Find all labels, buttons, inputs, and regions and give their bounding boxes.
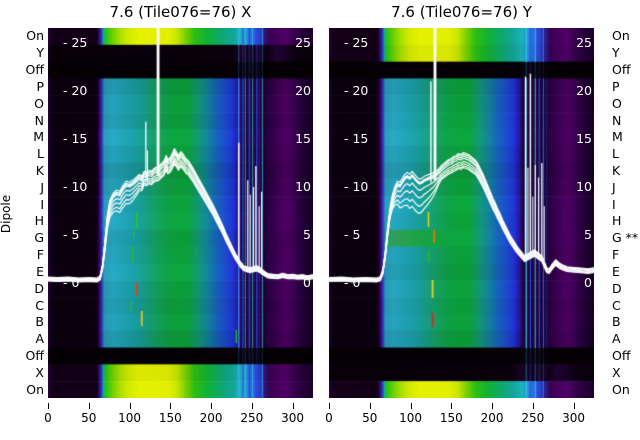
row-label-left: B [35, 314, 44, 330]
x-tick-mark [369, 403, 371, 409]
x-tick-mark [532, 403, 534, 409]
x-tick-label: 0 [325, 411, 333, 425]
row-label-right: L [612, 146, 619, 162]
heatmap-x-canvas [48, 28, 313, 398]
row-label-right: O [612, 95, 622, 111]
row-label-left: O [34, 95, 44, 111]
row-label-left: I [40, 196, 44, 212]
panel-y-title: 7.6 (Tile076=76) Y [391, 3, 532, 21]
row-label-right: M [612, 129, 623, 145]
row-label-left: L [37, 146, 44, 162]
row-label-left: C [35, 297, 44, 313]
row-label-left: Off [25, 347, 44, 363]
row-label-right: E [612, 263, 620, 279]
x-tick-label: 300 [281, 411, 305, 425]
panel-x-title: 7.6 (Tile076=76) X [109, 3, 252, 21]
row-label-right: On [612, 28, 630, 44]
row-label-right: I [612, 196, 616, 212]
x-tick-mark [211, 403, 213, 409]
row-label-left: P [36, 78, 44, 94]
row-label-left: Y [36, 45, 44, 61]
x-tick-label: 100 [118, 411, 141, 425]
row-label-left: K [35, 162, 44, 178]
row-label-right: B [612, 314, 621, 330]
row-label-left: D [34, 280, 44, 296]
x-tick-mark [410, 403, 412, 409]
row-label-right: X [612, 364, 621, 380]
row-label-right: D [612, 280, 622, 296]
row-label-right: On [612, 381, 630, 397]
x-tick-mark [492, 403, 494, 409]
row-label-right: Y [612, 45, 620, 61]
x-tick-mark [451, 403, 453, 409]
row-label-right: P [612, 78, 620, 94]
x-tick-label: 200 [199, 411, 223, 425]
row-label-right: H [612, 213, 622, 229]
row-label-left: F [36, 247, 44, 263]
row-label-left: N [34, 112, 44, 128]
x-tick-label: 150 [439, 411, 463, 425]
row-label-right: F [612, 247, 620, 263]
x-tick-label: 250 [240, 411, 264, 425]
x-tick-mark [573, 403, 575, 409]
row-label-right: C [612, 297, 621, 313]
row-label-left: Off [25, 62, 44, 78]
x-tick-label: 50 [81, 411, 97, 425]
row-label-left: A [35, 331, 44, 347]
heatmap-y-canvas [329, 28, 594, 398]
row-label-right: Off [612, 62, 631, 78]
x-tick-mark [88, 403, 90, 409]
row-label-right: J [612, 179, 616, 195]
row-label-right: K [612, 162, 621, 178]
row-label-right: A [612, 331, 621, 347]
row-label-right: Off [612, 347, 631, 363]
row-label-left: M [33, 129, 44, 145]
row-label-left: J [40, 179, 44, 195]
x-tick-label: 150 [158, 411, 182, 425]
row-label-right: G ** [612, 230, 639, 246]
x-tick-label: 0 [44, 411, 52, 425]
x-tick-label: 100 [399, 411, 422, 425]
x-tick-label: 250 [521, 411, 545, 425]
x-tick-label: 50 [362, 411, 378, 425]
row-label-left: G [34, 230, 44, 246]
row-label-left: On [26, 381, 44, 397]
row-label-left: E [36, 263, 44, 279]
x-tick-mark [329, 403, 330, 409]
x-tick-label: 300 [562, 411, 586, 425]
x-tick-mark [129, 403, 131, 409]
x-tick-mark [292, 403, 294, 409]
x-tick-label: 200 [480, 411, 504, 425]
x-tick-mark [251, 403, 253, 409]
row-label-left: On [26, 28, 44, 44]
x-tick-mark [48, 403, 49, 409]
x-tick-mark [170, 403, 172, 409]
row-label-right: N [612, 112, 622, 128]
row-label-left: X [35, 364, 44, 380]
row-label-left: H [34, 213, 44, 229]
